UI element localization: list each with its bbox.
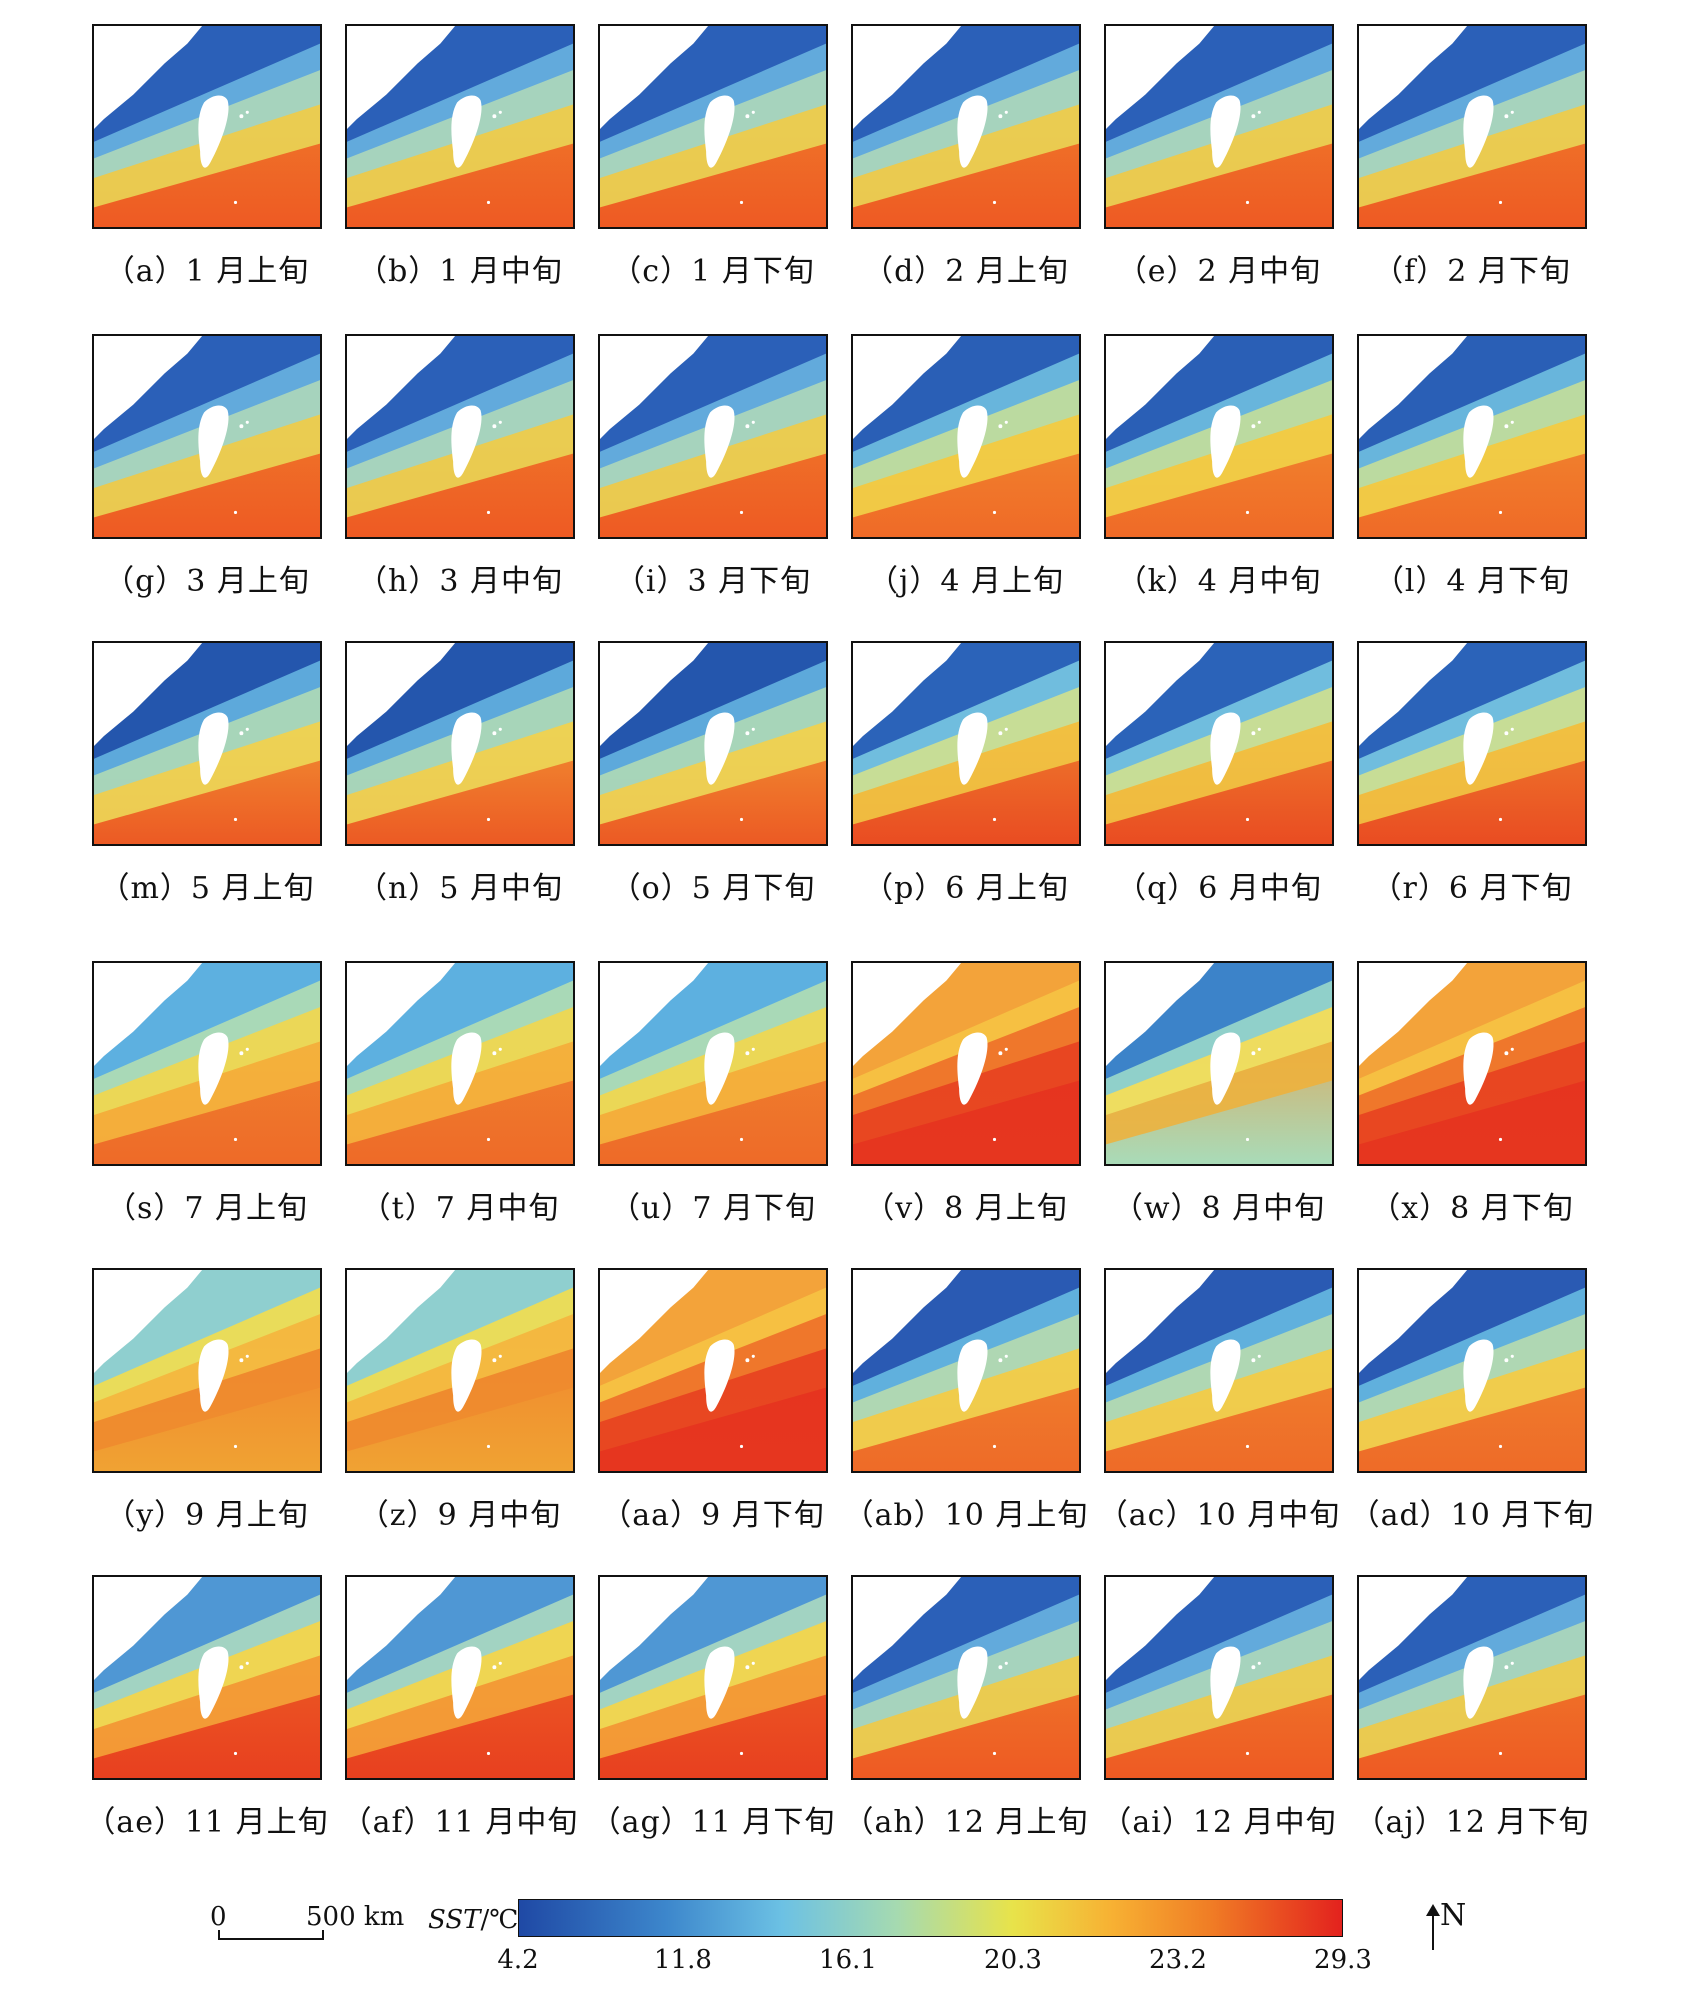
scale-bar-tick-left [218,1930,220,1940]
sst-map-panel-a [92,24,322,229]
sst-map-panel-ac [1104,1268,1334,1473]
scale-bar-start-label: 0 [210,1902,227,1932]
sst-map-panel-ae [92,1575,322,1780]
sst-map-panel-x [1357,961,1587,1166]
sst-map-panel-aj [1357,1575,1587,1780]
panel-caption-n: （n）5 月中旬 [357,871,563,906]
colorbar-tick-label: 23.2 [1149,1945,1207,1975]
panel-caption-aa: （aa）9 月下旬 [601,1498,825,1533]
colorbar [518,1899,1343,1937]
sst-map-panel-m [92,641,322,846]
colorbar-title: SST/℃ [428,1905,518,1935]
sst-map-panel-aa [598,1268,828,1473]
panel-caption-u: （u）7 月下旬 [610,1191,816,1226]
sst-map-panel-j [851,334,1081,539]
panel-caption-ai: （ai）12 月中旬 [1101,1805,1337,1840]
panel-caption-b: （b）1 月中旬 [357,254,563,289]
colorbar-tick-label: 11.8 [654,1945,712,1975]
sst-map-panel-t [345,961,575,1166]
sst-map-panel-i [598,334,828,539]
panel-caption-w: （w）8 月中旬 [1112,1191,1326,1226]
sst-map-panel-d [851,24,1081,229]
panel-caption-i: （i）3 月下旬 [614,564,812,599]
panel-caption-a: （a）1 月上旬 [104,254,310,289]
sst-map-panel-b [345,24,575,229]
sst-map-panel-ad [1357,1268,1587,1473]
colorbar-title-var: SST [428,1905,481,1935]
panel-caption-ad: （ad）10 月下旬 [1349,1498,1595,1533]
panel-caption-ae: （ae）11 月上旬 [85,1805,329,1840]
panel-caption-l: （l）4 月下旬 [1373,564,1571,599]
sst-map-panel-u [598,961,828,1166]
sst-map-panel-w [1104,961,1334,1166]
panel-caption-p: （p）6 月上旬 [863,871,1069,906]
panel-caption-v: （v）8 月上旬 [864,1191,1068,1226]
panel-caption-aj: （aj）12 月下旬 [1354,1805,1590,1840]
sst-map-panel-ai [1104,1575,1334,1780]
sst-map-panel-q [1104,641,1334,846]
panel-caption-x: （x）8 月下旬 [1370,1191,1574,1226]
sst-map-panel-l [1357,334,1587,539]
sst-map-panel-g [92,334,322,539]
panel-caption-c: （c）1 月下旬 [611,254,815,289]
colorbar-tick-label: 20.3 [984,1945,1042,1975]
panel-caption-t: （t）7 月中旬 [360,1191,560,1226]
panel-caption-s: （s）7 月上旬 [105,1191,309,1226]
sst-map-panel-af [345,1575,575,1780]
sst-map-panel-h [345,334,575,539]
panel-caption-z: （z）9 月中旬 [358,1498,562,1533]
scale-bar-end-label: 500 km [306,1902,405,1932]
panel-caption-d: （d）2 月上旬 [863,254,1069,289]
north-arrow-label: N [1440,1898,1467,1933]
sst-map-panel-ab [851,1268,1081,1473]
colorbar-title-unit: /℃ [480,1905,519,1935]
panel-caption-ab: （ab）10 月上旬 [843,1498,1089,1533]
sst-map-panel-c [598,24,828,229]
panel-caption-ac: （ac）10 月中旬 [1097,1498,1341,1533]
sst-map-panel-e [1104,24,1334,229]
panel-caption-m: （m）5 月上旬 [99,871,315,906]
sst-map-panel-z [345,1268,575,1473]
sst-panel-grid: （a）1 月上旬 （b）1 月中旬 [85,24,1595,1840]
sst-map-panel-ag [598,1575,828,1780]
sst-map-panel-y [92,1268,322,1473]
panel-caption-j: （j）4 月上旬 [868,564,1064,599]
sst-map-panel-v [851,961,1081,1166]
sst-map-panel-r [1357,641,1587,846]
panel-caption-y: （y）9 月上旬 [105,1498,309,1533]
colorbar-tick-label: 29.3 [1314,1945,1372,1975]
colorbar-tick-label: 4.2 [497,1945,539,1975]
sst-map-panel-ah [851,1575,1081,1780]
sst-map-panel-s [92,961,322,1166]
sst-map-panel-p [851,641,1081,846]
scale-bar-line [218,1938,324,1940]
panel-caption-r: （r）6 月下旬 [1371,871,1573,906]
panel-caption-ah: （ah）12 月上旬 [843,1805,1089,1840]
panel-caption-o: （o）5 月下旬 [610,871,816,906]
panel-caption-af: （af）11 月中旬 [341,1805,579,1840]
scale-bar-tick-right [322,1930,324,1940]
panel-caption-k: （k）4 月中旬 [1116,564,1322,599]
panel-caption-e: （e）2 月中旬 [1116,254,1322,289]
sst-map-panel-f [1357,24,1587,229]
north-arrow-shaft [1432,1910,1434,1950]
sst-map-panel-n [345,641,575,846]
sst-map-panel-k [1104,334,1334,539]
panel-caption-f: （f）2 月下旬 [1373,254,1571,289]
panel-caption-q: （q）6 月中旬 [1116,871,1322,906]
colorbar-tick-label: 16.1 [819,1945,877,1975]
sst-map-panel-o [598,641,828,846]
panel-caption-ag: （ag）11 月下旬 [590,1805,836,1840]
panel-caption-g: （g）3 月上旬 [104,564,310,599]
panel-caption-h: （h）3 月中旬 [357,564,563,599]
